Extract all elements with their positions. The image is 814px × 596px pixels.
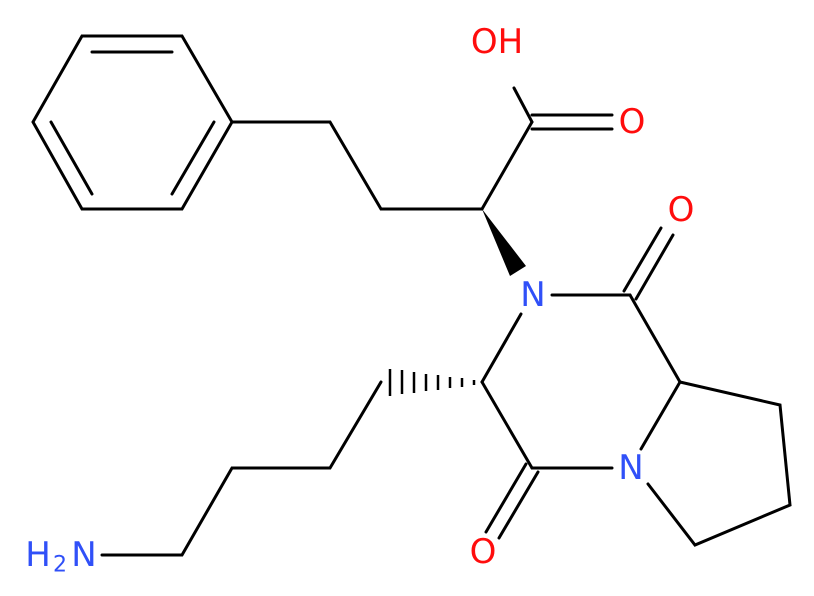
atom-label: N [520, 275, 545, 315]
amine-h: H [25, 535, 51, 575]
bonds [31, 34, 792, 557]
atom-label: N [618, 448, 643, 488]
amine-n: N [71, 535, 96, 575]
hash-bond [388, 369, 476, 396]
wedge-bond [482, 209, 526, 276]
atom-label: OH [471, 22, 523, 62]
atom-labels: OH O O N N O H 2 N [25, 22, 694, 578]
atom-label: O [668, 190, 695, 230]
atom-label: O [470, 532, 497, 572]
amine-subscript: 2 [53, 553, 67, 578]
atom-label: O [619, 102, 646, 142]
